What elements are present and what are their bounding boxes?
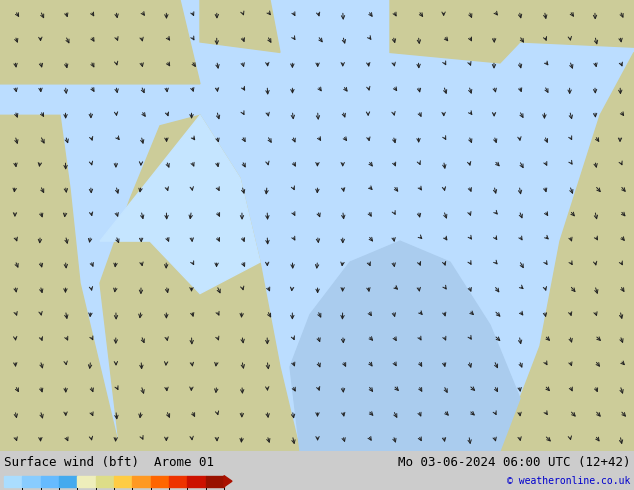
Bar [22,476,41,487]
Polygon shape [100,115,300,451]
Bar [205,476,224,487]
Polygon shape [200,0,280,52]
Bar [41,476,59,487]
Bar [169,476,187,487]
Bar [4,476,22,487]
Bar [187,476,205,487]
Polygon shape [0,0,200,84]
Bar [133,476,151,487]
Bar [77,476,96,487]
Polygon shape [0,115,120,451]
Text: © weatheronline.co.uk: © weatheronline.co.uk [507,476,630,486]
Bar [96,476,114,487]
Text: Mo 03-06-2024 06:00 UTC (12+42): Mo 03-06-2024 06:00 UTC (12+42) [398,456,630,469]
Bar [59,476,77,487]
Polygon shape [500,52,634,451]
Polygon shape [100,115,260,294]
Bar [114,476,133,487]
Polygon shape [390,0,634,63]
Bar [151,476,169,487]
Polygon shape [290,241,520,451]
Polygon shape [224,476,232,487]
Text: Surface wind (bft)  Arome 01: Surface wind (bft) Arome 01 [4,456,214,469]
